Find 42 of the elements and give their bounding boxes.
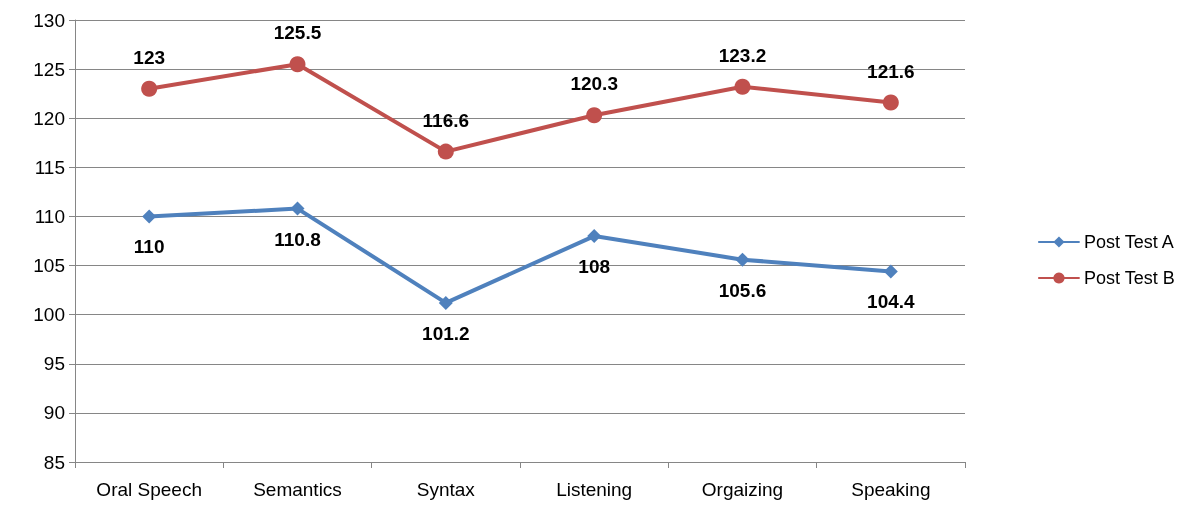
y-tick-label: 90 [43,402,65,424]
point [735,252,750,267]
data-label: 123 [133,46,166,68]
legend-label: Post Test A [1083,232,1174,252]
point [142,209,157,224]
data-label: 104.4 [867,291,916,313]
y-tick-label: 85 [43,451,65,473]
data-label: 120.3 [570,73,618,95]
x-tick-label: Semantics [253,479,342,500]
data-label: 121.6 [867,60,915,82]
y-tick-label: 100 [33,304,65,326]
point [437,143,454,160]
point [882,94,899,111]
y-tick-label: 105 [33,255,65,277]
y-tick-label: 110 [34,205,65,227]
y-tick-label: 95 [43,353,65,375]
data-label: 108 [578,256,611,278]
x-tick-label: Listening [556,479,633,500]
data-label: 110.8 [274,228,321,250]
x-tick-label: Orgaizing [701,479,784,500]
y-tick-label: 115 [34,156,65,178]
point [141,80,158,97]
x-tick-label: Speaking [851,479,931,500]
y-tick-label: 120 [33,107,65,129]
data-label: 125.5 [273,22,322,44]
data-label: 123.2 [718,44,767,66]
point [586,107,603,124]
data-label: 101.2 [422,322,470,344]
point [290,201,305,216]
x-tick-label: Syntax [416,479,476,500]
data-label: 116.6 [422,109,470,131]
data-label: 110 [133,236,165,258]
point [289,56,306,73]
legend-label: Post Test B [1083,268,1175,288]
point [438,295,453,310]
point [734,78,751,95]
y-tick-label: 125 [33,58,65,80]
data-label: 105.6 [718,279,767,301]
x-tick-label: Oral Speech [96,479,202,500]
point [587,229,602,244]
y-tick-label: 130 [33,9,65,31]
point [883,264,898,279]
